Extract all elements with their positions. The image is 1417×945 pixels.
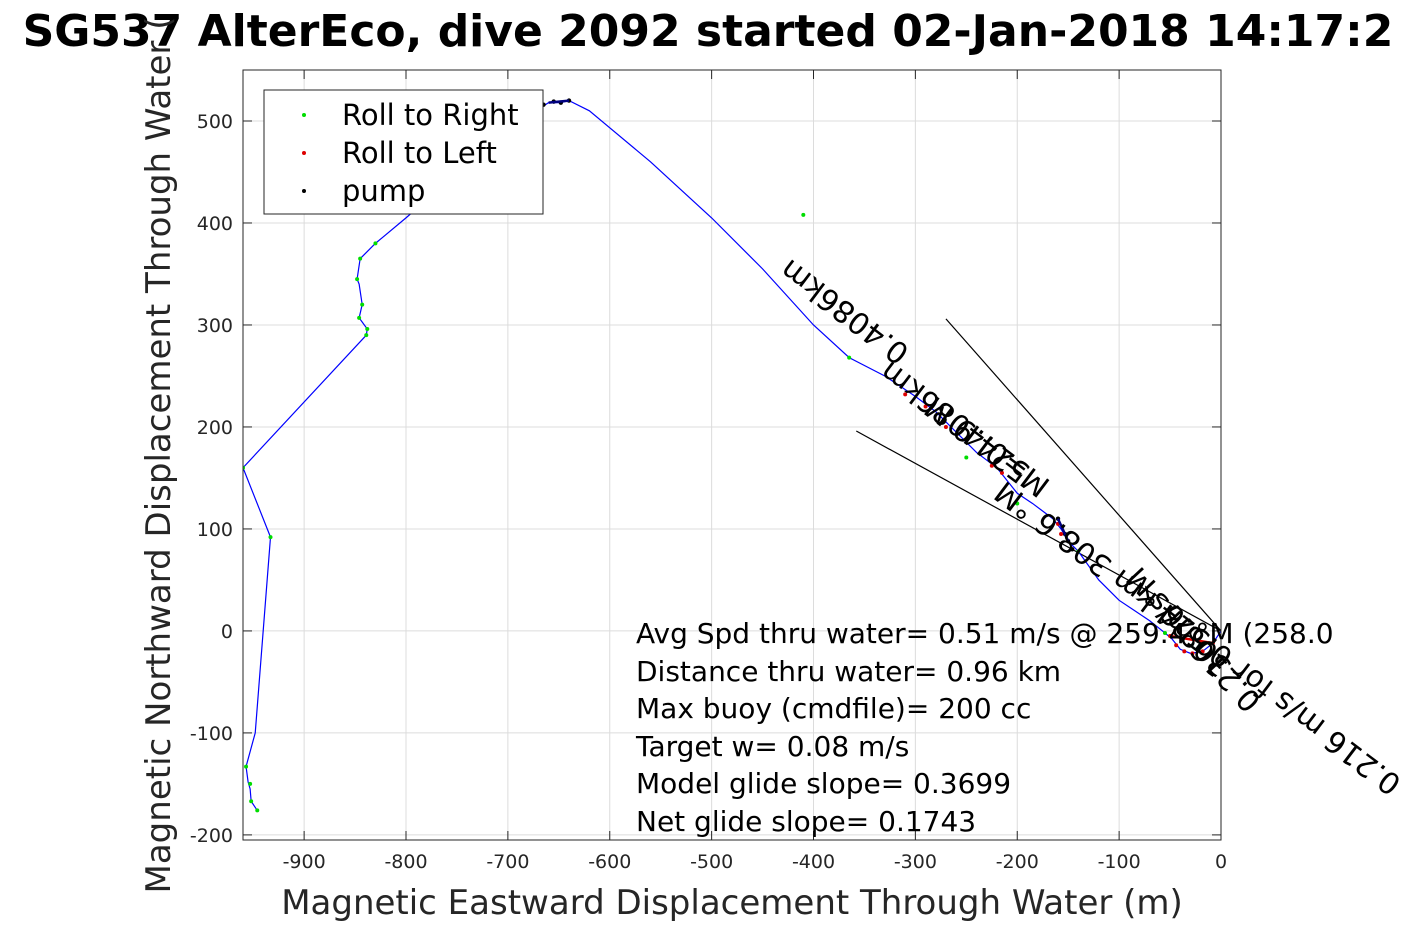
pump-segment <box>548 99 570 104</box>
x-tick-label: -100 <box>1098 851 1141 873</box>
x-tick-label: -700 <box>486 851 529 873</box>
y-tick-label: 400 <box>197 213 233 235</box>
roll-left-point <box>943 424 948 429</box>
x-tick-label: -400 <box>792 851 835 873</box>
legend-marker-roll-left <box>302 151 306 155</box>
annotation-model-glide: Model glide slope= 0.3699 <box>636 767 1011 800</box>
roll-left-point <box>1190 651 1195 656</box>
axes-box <box>242 69 1222 841</box>
roll-right-point <box>1076 549 1081 554</box>
roll-right-point <box>360 302 365 307</box>
x-tick-label: -200 <box>996 851 1039 873</box>
y-tick-label: 200 <box>197 417 233 439</box>
legend-label-roll-right: Roll to Right <box>342 98 519 132</box>
y-axis-label: Magnetic Northward Displacement Through … <box>139 17 179 894</box>
roll-left-point <box>999 470 1004 475</box>
y-tick-label: -200 <box>190 825 233 847</box>
roll-left-point <box>1174 643 1179 648</box>
y-tick-label: 0 <box>221 621 233 643</box>
annotation-max-buoy: Max buoy (cmdfile)= 200 cc <box>636 692 1031 725</box>
roll-right-point <box>355 277 360 282</box>
roll-right-point <box>358 256 363 261</box>
legend-box <box>263 89 544 215</box>
chart-title: SG537 AlterEco, dive 2092 started 02-Jan… <box>23 6 1394 57</box>
roll-left-point <box>1200 649 1205 654</box>
roll-right-point <box>357 315 362 320</box>
legend: Roll to Right Roll to Left pump <box>263 89 544 215</box>
roll-right-point <box>365 327 370 332</box>
y-tick-label: 500 <box>197 111 233 133</box>
legend-marker-roll-right <box>302 113 306 117</box>
roll-right-point <box>248 781 253 786</box>
roll-right-point <box>1015 501 1020 506</box>
roll-left-point <box>989 463 994 468</box>
roll-right-point <box>244 764 249 769</box>
y-tick-label: 100 <box>197 519 233 541</box>
annotation-distance: Distance thru water= 0.96 km <box>636 655 1061 688</box>
roll-right-point <box>1162 630 1167 635</box>
annotation-target-w: Target w= 0.08 m/s <box>635 730 909 763</box>
current-vector-line <box>945 318 1221 632</box>
roll-left-point <box>903 392 908 397</box>
ticks: -900 -800 -700 -600 -500 -400 -300 -200 -100 0 -20… <box>190 70 1227 873</box>
x-tick-label: -300 <box>894 851 937 873</box>
x-tick-label: -800 <box>384 851 427 873</box>
roll-left-point <box>1182 649 1187 654</box>
data-layer <box>243 98 1221 813</box>
x-axis-label: Magnetic Eastward Displacement Through W… <box>281 883 1183 923</box>
roll-right-point <box>964 455 969 460</box>
roll-left-point <box>1059 532 1064 537</box>
roll-right-point <box>847 355 852 360</box>
legend-label-pump: pump <box>342 174 425 208</box>
annotation-net-glide: Net glide slope= 0.1743 <box>636 805 976 838</box>
pump-segment <box>1056 518 1070 542</box>
annotations: Avg Spd thru water= 0.51 m/s @ 259.4 °M … <box>635 617 1334 838</box>
roll-left-point <box>923 404 928 409</box>
x-tick-label: -500 <box>690 851 733 873</box>
roll-right-point <box>268 535 273 540</box>
roll-left-segment <box>1169 634 1214 645</box>
x-tick-label: 0 <box>1215 851 1227 873</box>
x-tick-label: -900 <box>283 851 326 873</box>
legend-marker-pump <box>302 189 306 193</box>
current-vector-line <box>855 430 1221 632</box>
roll-right-point <box>255 808 260 813</box>
dive-track-line <box>243 99 1221 811</box>
pump-point <box>1070 547 1075 552</box>
legend-label-roll-left: Roll to Left <box>342 136 497 170</box>
x-tick-label: -600 <box>588 851 631 873</box>
roll-right-point <box>801 212 806 217</box>
roll-right-point <box>364 333 369 338</box>
y-tick-label: 300 <box>197 315 233 337</box>
annotation-avg-speed: Avg Spd thru water= 0.51 m/s @ 259.4 °M … <box>636 617 1334 650</box>
y-tick-label: -100 <box>190 723 233 745</box>
roll-right-point <box>249 799 254 804</box>
roll-right-point <box>373 241 378 246</box>
